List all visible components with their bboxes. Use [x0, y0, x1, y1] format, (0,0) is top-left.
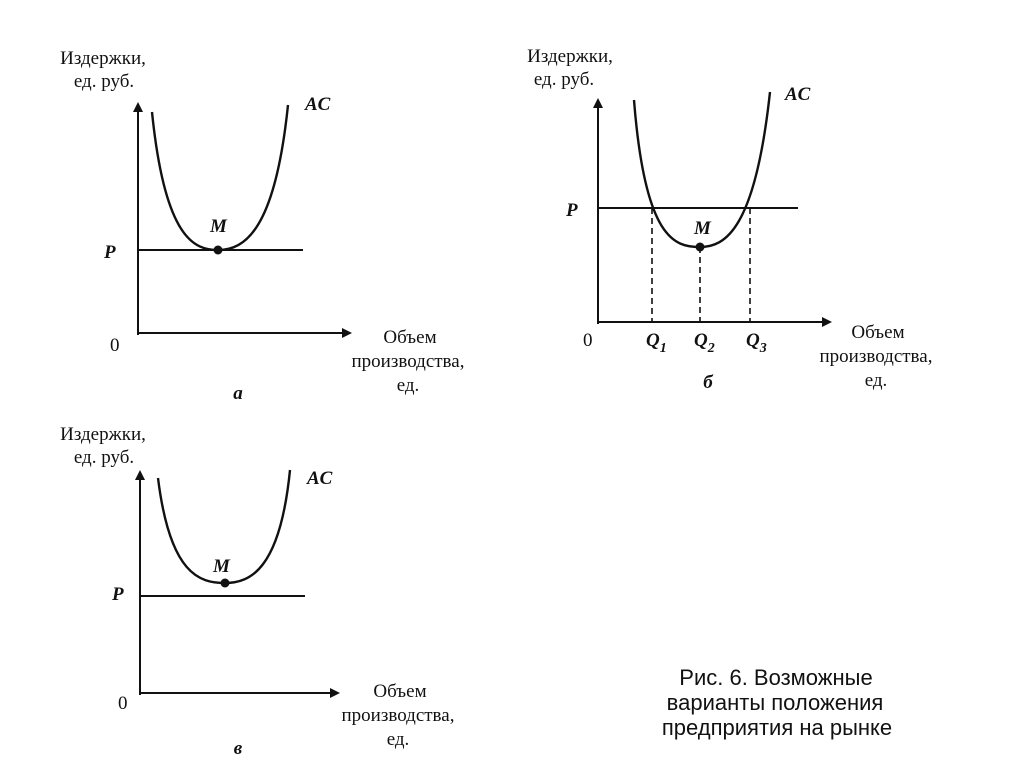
x-axis-label: производства,	[342, 705, 455, 726]
price-label: P	[103, 242, 116, 263]
panel-a: Издержки, ед. руб. AC M P 0 Объем произв…	[60, 48, 464, 404]
curve-label: AC	[306, 468, 333, 489]
panel-b: Издержки, ед. руб. AC M P 0 Q1 Q2 Q3 Объ…	[527, 46, 932, 393]
origin-label: 0	[110, 335, 120, 356]
caption-line: варианты положения	[667, 690, 884, 715]
q-index: 2	[707, 341, 715, 356]
origin-label: 0	[583, 330, 593, 351]
price-label: P	[565, 200, 578, 221]
y-axis-label: Издержки,	[527, 46, 613, 67]
panel-label: а	[233, 383, 243, 404]
curve-label: AC	[304, 94, 331, 115]
min-point	[695, 242, 705, 252]
caption-line: предприятия на рынке	[662, 715, 892, 740]
x-axis-label: ед.	[387, 729, 410, 750]
q-index: 3	[759, 341, 767, 356]
origin-label: 0	[118, 693, 128, 714]
x-axis-label: ед.	[865, 370, 888, 391]
x-axis-label: Объем	[383, 327, 436, 348]
caption: Рис. 6. Возможные варианты положения пре…	[662, 665, 892, 740]
point-label: M	[693, 218, 712, 239]
x-axis-label: Объем	[851, 322, 904, 343]
min-point	[213, 245, 223, 255]
y-axis-label: Издержки,	[60, 424, 146, 445]
price-label: P	[111, 584, 124, 605]
q-symbol: Q	[694, 330, 708, 351]
point-label: M	[212, 556, 231, 577]
q-label: Q3	[746, 330, 767, 356]
point-label: M	[209, 216, 228, 237]
q-index: 1	[660, 341, 667, 356]
y-axis-label: Издержки,	[60, 48, 146, 69]
q-label: Q1	[646, 330, 667, 356]
curve-label: AC	[784, 84, 811, 105]
x-axis-label: производства,	[820, 346, 933, 367]
q-symbol: Q	[646, 330, 660, 351]
panel-c: Издержки, ед. руб. AC M P 0 Объем произв…	[60, 424, 454, 759]
y-axis-label: ед. руб.	[534, 69, 594, 90]
x-axis-label: ед.	[397, 375, 420, 396]
x-axis-label: производства,	[352, 351, 465, 372]
q-label: Q2	[694, 330, 715, 356]
panel-label: в	[234, 738, 243, 759]
x-axis-label: Объем	[373, 681, 426, 702]
panel-label: б	[703, 372, 714, 393]
min-point	[220, 578, 230, 588]
q-symbol: Q	[746, 330, 760, 351]
caption-line: Рис. 6. Возможные	[679, 665, 872, 690]
y-axis-label: ед. руб.	[74, 71, 134, 92]
y-axis-label: ед. руб.	[74, 447, 134, 468]
